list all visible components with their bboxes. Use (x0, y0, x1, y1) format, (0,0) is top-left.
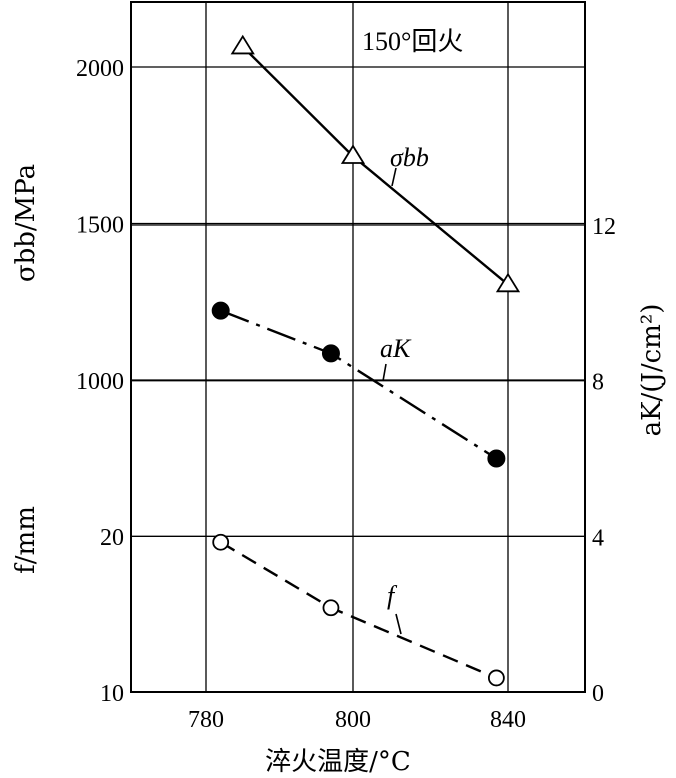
series-label-ak: aK (380, 334, 412, 363)
y-tick-label-f: 20 (100, 525, 124, 551)
y-tick-label-sigma: 1500 (76, 213, 124, 239)
tick-labels: 780 800 840 1000 1500 2000 10 20 0 4 8 12 (76, 56, 616, 733)
x-tick-label: 800 (335, 707, 371, 733)
y-axis-label-f: f/mm (11, 506, 41, 574)
data-point-sigma (230, 34, 255, 55)
y-tick-label-sigma: 2000 (76, 56, 124, 82)
data-point-f (487, 669, 505, 687)
label-leader-sigma (391, 167, 397, 187)
data-point-f (322, 599, 340, 617)
series-labels: σbb aK f (380, 143, 429, 635)
right-tick-label-ak: 0 (592, 681, 604, 707)
y-axis-label-sigma: σbb/MPa (11, 164, 41, 282)
y-tick-label-sigma: 1000 (76, 369, 124, 395)
grid-lines (131, 2, 585, 692)
series-label-f: f (387, 581, 398, 610)
x-axis-label: 淬火温度/°C (265, 747, 411, 777)
data-point-sigma (495, 272, 521, 293)
data-point-f (212, 533, 230, 551)
data-point-ak (321, 344, 340, 363)
label-leader-f (395, 613, 402, 635)
y-tick-label-f: 10 (100, 681, 124, 707)
right-axis-label-ak: aK/(J/cm²) (637, 304, 667, 437)
series-layer (211, 34, 521, 687)
data-point-ak (487, 449, 506, 468)
plot-frame (130, 1, 586, 693)
right-tick-label-ak: 8 (592, 370, 604, 396)
label-leader-ak (382, 363, 387, 382)
right-tick-label-ak: 4 (592, 525, 604, 551)
series-line-ak (220, 309, 498, 460)
right-tick-label-ak: 12 (592, 214, 616, 240)
series-label-sigma: σbb (390, 143, 429, 172)
series-line-f (220, 541, 497, 680)
annotation-150-tempering: 150°回火 (362, 27, 463, 56)
data-point-sigma (340, 144, 366, 164)
x-tick-label: 840 (490, 707, 526, 733)
x-tick-label: 780 (188, 707, 224, 733)
series-line-sigma (241, 45, 509, 286)
data-point-ak (211, 301, 230, 320)
